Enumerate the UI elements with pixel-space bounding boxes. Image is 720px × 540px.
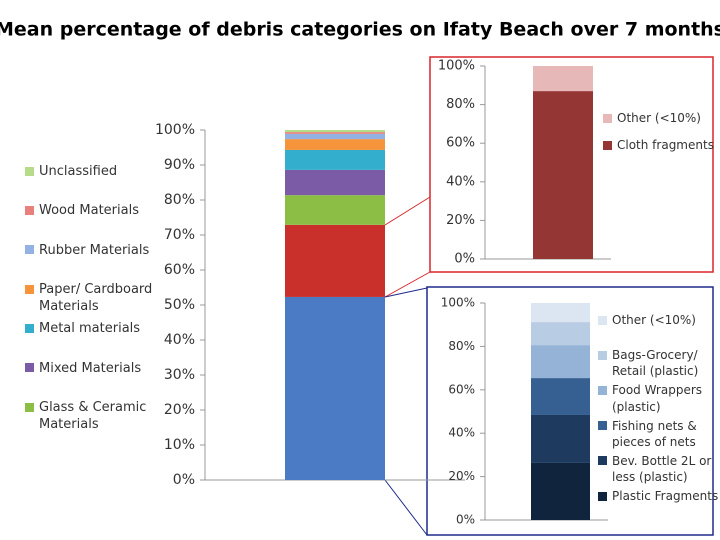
legend-swatch: [25, 245, 34, 255]
y-tick-label: 40%: [448, 426, 475, 440]
connector: [384, 196, 431, 226]
legend-label: Mixed Materials: [39, 360, 142, 376]
legend-label: Wood Materials: [39, 203, 139, 219]
y-tick-label: 40%: [164, 332, 195, 348]
legend-label: Food Wrappers (plastic): [612, 383, 703, 414]
legend-label: Glass & Ceramic Materials: [39, 399, 147, 433]
legend-swatch: [598, 350, 607, 360]
y-tick-label: 60%: [446, 136, 475, 151]
legend-swatch: [25, 166, 34, 176]
y-tick-label: 80%: [448, 339, 475, 353]
legend-swatch: [25, 402, 34, 412]
bar-segment: [285, 149, 385, 170]
bar-segment: [285, 130, 385, 133]
connector: [384, 287, 428, 298]
y-tick-label: 20%: [446, 213, 475, 228]
legend-label: Fishing nets & pieces of nets: [612, 418, 697, 449]
legend-swatch: [598, 456, 607, 466]
legend-swatch: [598, 385, 607, 395]
y-tick-label: 90%: [164, 157, 195, 173]
legend-swatch: [25, 206, 34, 216]
bar-segment: [531, 303, 590, 323]
bar-segment: [285, 139, 385, 150]
y-tick-label: 80%: [164, 192, 195, 208]
bar-segment: [285, 133, 385, 140]
legend-swatch: [25, 324, 34, 334]
legend-label: Other (<10%): [612, 313, 696, 327]
bar-segment: [285, 195, 385, 225]
bar-segment: [533, 91, 593, 259]
bar-segment: [531, 322, 590, 346]
legend-swatch: [603, 113, 612, 123]
y-tick-label: 70%: [164, 227, 195, 243]
y-tick-label: 100%: [441, 296, 475, 310]
bar-segment: [531, 378, 590, 415]
legend-label: Plastic Fragments: [612, 489, 719, 503]
legend-label: Bags-Grocery/ Retail (plastic): [612, 348, 699, 379]
y-tick-label: 20%: [164, 402, 195, 418]
y-tick-label: 20%: [448, 469, 475, 483]
y-tick-label: 60%: [164, 262, 195, 278]
legend-swatch: [598, 421, 607, 431]
legend-label: Metal materials: [39, 321, 141, 337]
bar-segment: [533, 66, 593, 92]
legend-label: Bev. Bottle 2L or less (plastic): [612, 453, 712, 484]
legend-label: Cloth fragments: [617, 138, 714, 152]
bar-segment: [285, 132, 385, 134]
y-tick-label: 40%: [446, 174, 475, 189]
y-tick-label: 80%: [446, 97, 475, 112]
legend-swatch: [603, 140, 612, 150]
y-tick-label: 0%: [456, 513, 475, 527]
connector: [384, 271, 431, 298]
bar-segment: [531, 345, 590, 379]
legend-label: Paper/ Cardboard Materials: [39, 281, 153, 315]
inset-frame: [429, 56, 714, 273]
y-tick-label: 0%: [454, 252, 475, 267]
bar-segment: [285, 224, 385, 297]
y-tick-label: 10%: [164, 437, 195, 453]
y-tick-label: 100%: [155, 122, 195, 138]
y-tick-label: 100%: [438, 59, 475, 74]
bar-segment: [285, 296, 385, 480]
y-tick-label: 30%: [164, 367, 195, 383]
legend-swatch: [598, 491, 607, 501]
legend-label: Rubber Materials: [39, 242, 150, 258]
bar-segment: [531, 414, 590, 463]
y-tick-label: 50%: [164, 297, 195, 313]
connector: [384, 479, 428, 536]
y-tick-label: 60%: [448, 382, 475, 396]
legend-label: Other (<10%): [617, 111, 701, 125]
inset-frame: [426, 286, 714, 536]
bar-segment: [285, 169, 385, 196]
chart-title: Mean percentage of debris categories on …: [0, 19, 720, 41]
bar-segment: [531, 462, 590, 520]
legend-swatch: [25, 284, 34, 294]
legend-label: Unclassified: [39, 164, 118, 179]
legend-swatch: [598, 315, 607, 325]
y-tick-label: 0%: [173, 472, 195, 488]
legend-swatch: [25, 363, 34, 373]
